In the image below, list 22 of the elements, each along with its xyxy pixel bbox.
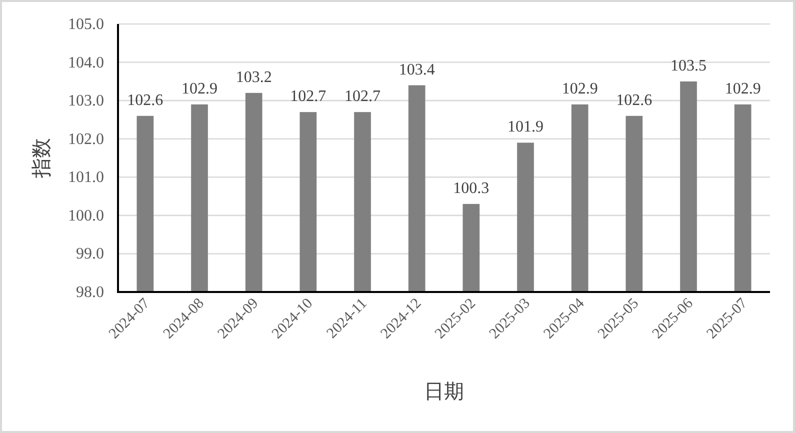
y-tick-label: 105.0 xyxy=(68,16,104,33)
data-label: 102.6 xyxy=(616,92,652,109)
y-tick-label: 99.0 xyxy=(76,246,104,263)
data-label: 102.9 xyxy=(724,80,761,98)
data-label: 100.3 xyxy=(453,180,490,197)
data-label: 102.7 xyxy=(290,88,326,106)
data-label: 102.6 xyxy=(127,92,164,109)
data-label: 102.7 xyxy=(344,88,380,106)
y-tick-label: 98.0 xyxy=(76,284,104,301)
y-tick-label: 101.0 xyxy=(68,169,104,186)
data-label: 102.9 xyxy=(562,80,598,98)
y-tick-label: 104.0 xyxy=(68,54,104,72)
data-label: 103.2 xyxy=(236,68,272,86)
y-axis-title: 指数 xyxy=(29,138,53,179)
data-label: 102.9 xyxy=(182,80,218,98)
data-label: 103.5 xyxy=(670,57,706,74)
data-label: 101.9 xyxy=(508,118,544,136)
y-tick-label: 100.0 xyxy=(68,207,104,224)
y-tick-label: 102.0 xyxy=(68,130,104,148)
data-label: 103.4 xyxy=(398,61,435,78)
y-tick-label: 103.0 xyxy=(68,92,104,110)
x-axis-title: 日期 xyxy=(424,379,464,403)
